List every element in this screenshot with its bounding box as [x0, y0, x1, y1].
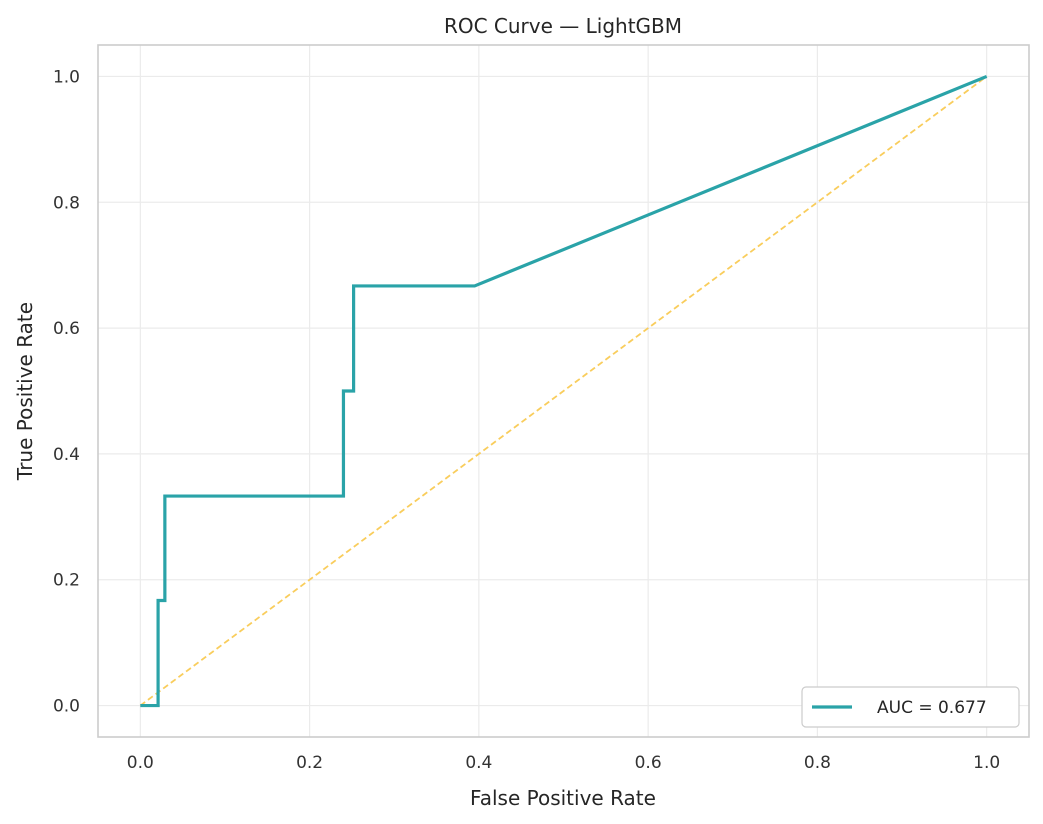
y-tick-label: 1.0	[53, 67, 80, 87]
x-axis-ticks: 0.0 0.2 0.4 0.6 0.8 1.0	[127, 753, 1000, 773]
y-tick-label: 0.0	[53, 697, 80, 717]
x-tick-label: 0.4	[465, 753, 492, 773]
y-tick-label: 0.6	[53, 319, 80, 339]
roc-curve-line	[140, 74, 988, 708]
grid	[98, 45, 1029, 737]
plot-frame	[97, 44, 1030, 738]
series-layer	[139, 74, 988, 708]
chance-diagonal-line	[139, 75, 988, 707]
y-tick-label: 0.8	[53, 193, 80, 213]
x-tick-label: 0.2	[296, 753, 323, 773]
y-axis-label: True Positive Rate	[13, 302, 37, 481]
x-tick-label: 0.0	[127, 753, 154, 773]
x-tick-label: 0.8	[804, 753, 831, 773]
x-tick-label: 0.6	[635, 753, 662, 773]
y-axis-ticks: 0.0 0.2 0.4 0.6 0.8 1.0	[53, 67, 80, 716]
x-tick-label: 1.0	[973, 753, 1000, 773]
chart-title: ROC Curve — LightGBM	[444, 14, 682, 38]
legend-box	[801, 686, 1020, 728]
x-axis-label: False Positive Rate	[470, 786, 656, 810]
legend: AUC = 0.677	[801, 686, 1020, 728]
y-tick-label: 0.2	[53, 571, 80, 591]
y-tick-label: 0.4	[53, 445, 80, 465]
legend-entry-label: AUC = 0.677	[877, 698, 987, 718]
